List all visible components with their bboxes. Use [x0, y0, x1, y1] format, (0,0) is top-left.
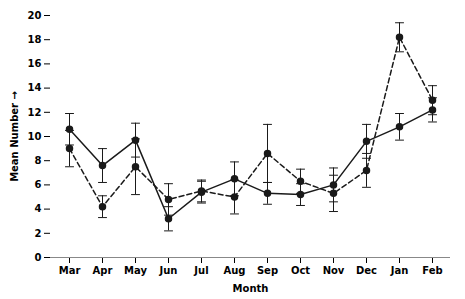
svg-text:Apr: Apr	[93, 265, 113, 276]
svg-text:20: 20	[28, 10, 42, 21]
svg-text:6: 6	[35, 179, 42, 190]
svg-text:Month: Month	[233, 283, 269, 294]
svg-text:Nov: Nov	[323, 265, 345, 276]
svg-text:Aug: Aug	[223, 265, 245, 276]
svg-text:10: 10	[28, 131, 42, 142]
svg-text:8: 8	[35, 155, 42, 166]
svg-text:Dec: Dec	[356, 265, 377, 276]
svg-text:Mar: Mar	[59, 265, 81, 276]
svg-text:18: 18	[28, 34, 42, 45]
svg-text:2: 2	[35, 228, 42, 239]
svg-text:Mean Number →: Mean Number →	[9, 91, 20, 182]
svg-text:16: 16	[28, 58, 42, 69]
svg-text:Feb: Feb	[422, 265, 442, 276]
svg-text:12: 12	[28, 107, 42, 118]
svg-text:Jan: Jan	[390, 265, 409, 276]
svg-text:Jul: Jul	[193, 265, 208, 276]
svg-text:May: May	[124, 265, 147, 276]
svg-text:Sep: Sep	[257, 265, 278, 276]
svg-text:Jun: Jun	[159, 265, 178, 276]
svg-text:Oct: Oct	[291, 265, 310, 276]
svg-text:4: 4	[35, 203, 42, 214]
svg-text:14: 14	[28, 82, 42, 93]
svg-text:0: 0	[35, 252, 42, 263]
